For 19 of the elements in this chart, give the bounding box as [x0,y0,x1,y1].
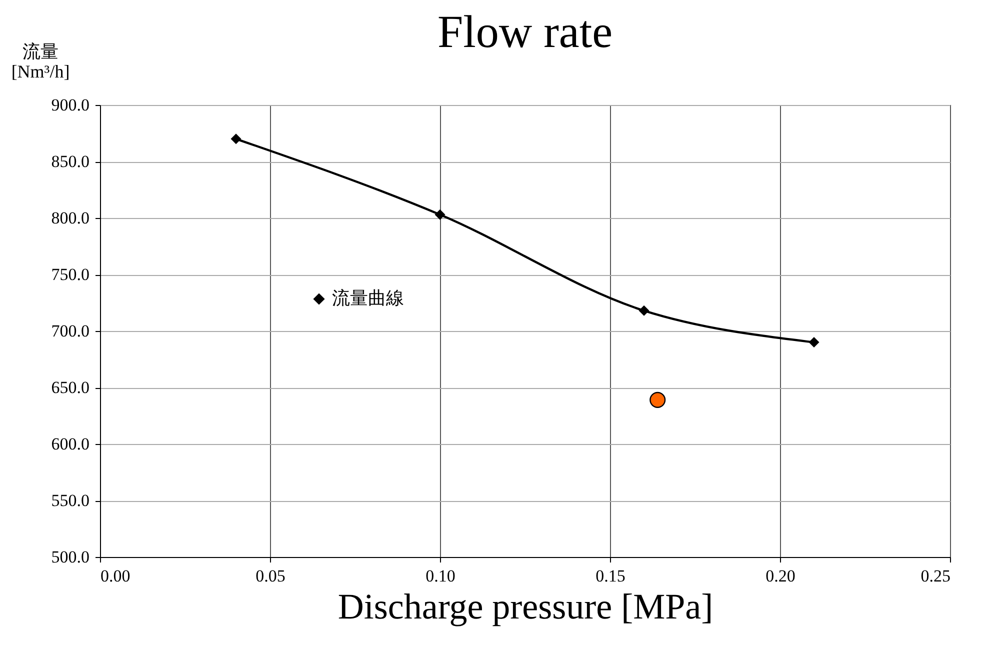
chart-title: Flow rate [437,6,613,57]
x-tick-label: 0.15 [596,566,626,586]
x-tick-label: 0.25 [920,566,950,586]
y-tick-label: 650.0 [51,378,90,397]
legend-label: 流量曲線 [332,288,404,308]
y-tick-label: 500.0 [51,548,90,566]
x-tick-label: 0.00 [100,566,130,586]
y-axis-title: 流量 [Nm³/h] [11,42,70,82]
y-tick-label: 600.0 [51,434,90,454]
y-tick-label: 700.0 [51,322,90,340]
x-tick-label: 0.05 [256,566,286,586]
x-tick-label: 0.10 [426,566,456,586]
y-tick-label: 850.0 [51,152,90,171]
y-tick-label: 550.0 [51,491,90,510]
x-axis-title: Discharge pressure [MPa] [338,586,714,626]
y-tick-label: 900.0 [51,96,90,114]
x-tick-label: 0.20 [766,566,796,586]
y-tick-label: 750.0 [51,265,90,284]
y-tick-label: 800.0 [51,208,90,228]
